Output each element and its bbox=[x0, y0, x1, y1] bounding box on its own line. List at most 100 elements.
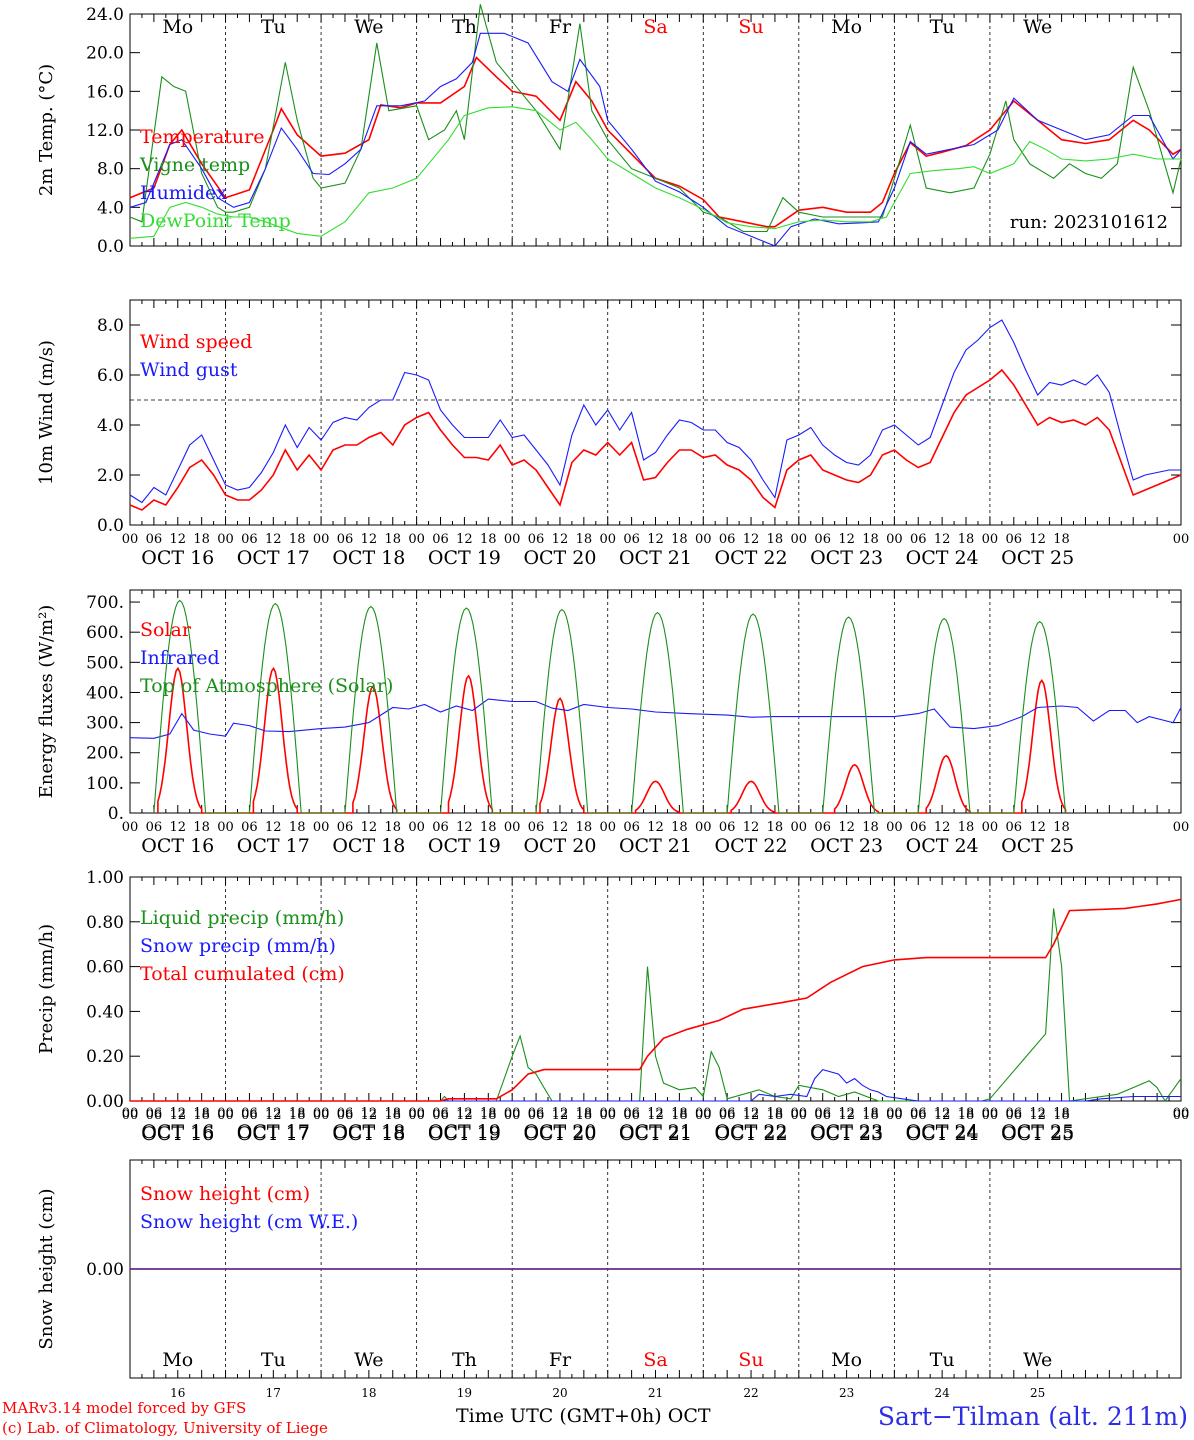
hour-label: 18 bbox=[862, 820, 879, 835]
hour-label: 12 bbox=[169, 532, 186, 547]
date-label: OCT 18 bbox=[332, 835, 405, 857]
y-tick-label: 4.0 bbox=[97, 416, 124, 436]
date-label: OCT 17 bbox=[237, 1123, 310, 1145]
hour-label: 00 bbox=[122, 820, 139, 835]
panel-0 bbox=[129, 4, 1182, 247]
hour-label: 06 bbox=[146, 532, 163, 547]
hour-label: 12 bbox=[265, 820, 282, 835]
y-tick-label: 0. bbox=[108, 804, 124, 824]
day-label-top: Tu bbox=[930, 16, 955, 38]
hour-label: 00 bbox=[982, 1106, 999, 1121]
day-number-bottom: 21 bbox=[648, 1386, 663, 1400]
hour-label: 12 bbox=[934, 532, 951, 547]
legend-entry: Snow precip (mm/h) bbox=[140, 935, 336, 957]
day-number-bottom: 25 bbox=[1030, 1386, 1045, 1400]
hour-label: 06 bbox=[528, 1106, 545, 1121]
date-label: OCT 17 bbox=[237, 547, 310, 569]
hour-label: 12 bbox=[838, 1108, 855, 1123]
hour-label: 00 bbox=[1173, 1106, 1190, 1121]
y-tick-label: 0.00 bbox=[86, 1260, 124, 1280]
date-label: OCT 16 bbox=[141, 835, 214, 857]
legend-entry: Temperature bbox=[140, 126, 264, 148]
y-axis-title: Energy fluxes (W/m²) bbox=[36, 605, 57, 799]
hour-label: 06 bbox=[432, 820, 449, 835]
hour-label: 18 bbox=[289, 820, 306, 835]
hour-label: 12 bbox=[361, 1106, 378, 1121]
legend-entry: Humidex bbox=[140, 182, 227, 204]
hour-label: 18 bbox=[480, 532, 497, 547]
hour-label: 00 bbox=[886, 1108, 903, 1123]
hour-label: 00 bbox=[695, 1106, 712, 1121]
date-label: OCT 17 bbox=[237, 835, 310, 857]
y-tick-label: 200. bbox=[86, 744, 124, 764]
hour-label: 06 bbox=[241, 1108, 258, 1123]
hour-label: 00 bbox=[599, 1108, 616, 1123]
hour-label: 00 bbox=[1173, 532, 1190, 547]
hour-label: 12 bbox=[456, 1106, 473, 1121]
hour-label: 18 bbox=[193, 1106, 210, 1121]
date-label: OCT 20 bbox=[523, 1123, 596, 1145]
date-label: OCT 21 bbox=[619, 835, 692, 857]
hour-label: 12 bbox=[743, 1106, 760, 1121]
hour-label: 12 bbox=[456, 532, 473, 547]
y-tick-label: 0.0 bbox=[97, 516, 124, 536]
y-tick-label: 100. bbox=[86, 774, 124, 794]
day-label-bottom: Mo bbox=[831, 1349, 862, 1371]
hour-label: 00 bbox=[886, 532, 903, 547]
date-label: OCT 18 bbox=[332, 1121, 405, 1143]
hour-label: 00 bbox=[408, 1108, 425, 1123]
hour-label: 06 bbox=[719, 820, 736, 835]
hour-label: 18 bbox=[671, 820, 688, 835]
hour-label: 12 bbox=[1029, 820, 1046, 835]
y-tick-label: 600. bbox=[86, 623, 124, 643]
hour-label: 12 bbox=[934, 820, 951, 835]
date-label: OCT 16 bbox=[141, 1121, 214, 1143]
hour-label: 06 bbox=[623, 1108, 640, 1123]
date-label: OCT 25 bbox=[1001, 547, 1074, 569]
date-label: OCT 24 bbox=[906, 547, 979, 569]
series-line bbox=[130, 1068, 1181, 1102]
credit-line-model: MARv3.14 model forced by GFS bbox=[2, 1399, 247, 1417]
hour-label: 00 bbox=[886, 820, 903, 835]
legend-entry: Vigne temp bbox=[139, 154, 250, 176]
day-label-top: Mo bbox=[162, 16, 193, 38]
series-line bbox=[130, 898, 1182, 1102]
date-label: OCT 19 bbox=[428, 1123, 501, 1145]
hour-label: 18 bbox=[576, 1106, 593, 1121]
hour-label: 00 bbox=[886, 1106, 903, 1121]
hour-label: 12 bbox=[552, 1108, 569, 1123]
hour-label: 18 bbox=[480, 1106, 497, 1121]
day-label-top: Su bbox=[738, 16, 763, 38]
y-tick-label: 0.40 bbox=[86, 1002, 124, 1022]
panel-2 bbox=[129, 589, 1182, 814]
hour-label: 12 bbox=[361, 1108, 378, 1123]
hour-label: 06 bbox=[910, 820, 927, 835]
y-tick-label: 400. bbox=[86, 683, 124, 703]
series-line bbox=[129, 56, 1182, 228]
hour-label: 18 bbox=[480, 820, 497, 835]
hour-label: 00 bbox=[122, 1108, 139, 1123]
hour-label: 00 bbox=[982, 532, 999, 547]
hour-label: 06 bbox=[241, 1106, 258, 1121]
hour-label: 18 bbox=[289, 1106, 306, 1121]
hour-label: 06 bbox=[528, 820, 545, 835]
day-number-bottom: 22 bbox=[743, 1386, 758, 1400]
hour-label: 18 bbox=[958, 820, 975, 835]
hour-label: 18 bbox=[862, 1106, 879, 1121]
legend-entry: Total cumulated (cm) bbox=[140, 963, 345, 985]
day-number-bottom: 16 bbox=[170, 1386, 185, 1400]
series-line bbox=[129, 698, 1182, 739]
date-label: OCT 21 bbox=[619, 1123, 692, 1145]
hour-label: 06 bbox=[719, 1106, 736, 1121]
hour-label: 00 bbox=[408, 532, 425, 547]
date-label: OCT 16 bbox=[141, 1123, 214, 1145]
y-tick-label: 16.0 bbox=[86, 82, 124, 102]
hour-label: 06 bbox=[1006, 820, 1023, 835]
date-label: OCT 17 bbox=[237, 1121, 310, 1143]
y-tick-label: 2.0 bbox=[97, 466, 124, 486]
hour-label: 12 bbox=[169, 1108, 186, 1123]
hour-label: 00 bbox=[313, 532, 330, 547]
hour-label: 18 bbox=[384, 820, 401, 835]
y-tick-label: 0.00 bbox=[86, 1092, 124, 1112]
hour-label: 00 bbox=[504, 1106, 521, 1121]
